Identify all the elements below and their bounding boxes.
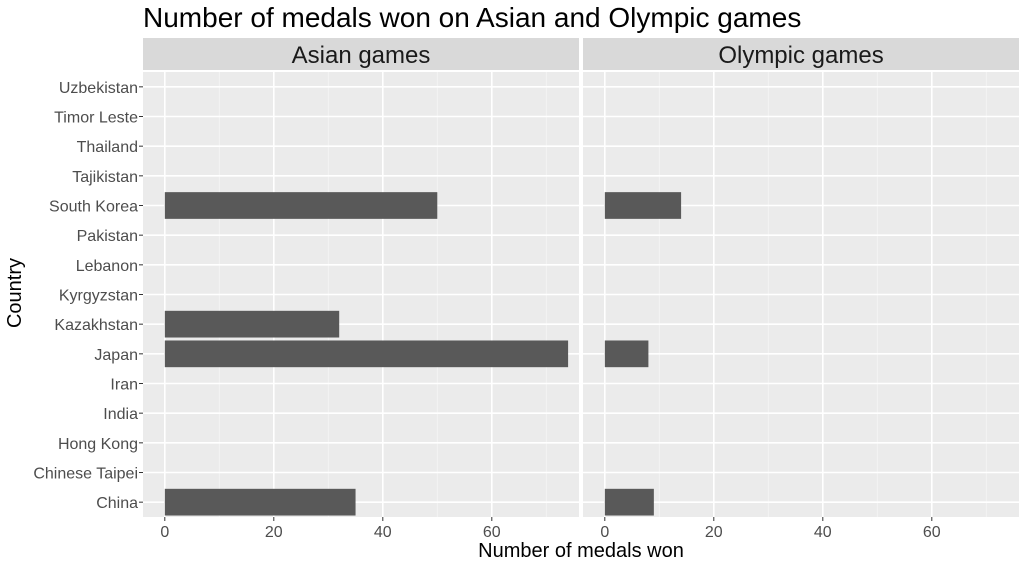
x-tick-label: 40 — [814, 524, 832, 541]
bar-asian-games-china — [164, 488, 356, 516]
y-tick-label-tajikistan: Tajikistan — [72, 169, 138, 186]
y-tick-label-iran: Iran — [110, 377, 138, 394]
y-tick-label-hong-kong: Hong Kong — [58, 436, 138, 453]
x-tick-label: 40 — [374, 524, 392, 541]
bar-olympic-games-china — [604, 488, 654, 516]
y-tick-label-uzbekistan: Uzbekistan — [59, 80, 138, 97]
y-tick-label-japan: Japan — [94, 347, 138, 364]
y-tick-label-pakistan: Pakistan — [77, 228, 138, 245]
x-tick-label: 60 — [483, 524, 501, 541]
bar-olympic-games-japan — [604, 340, 649, 368]
y-tick-label-timor-leste: Timor Leste — [54, 110, 138, 127]
chart-title: Number of medals won on Asian and Olympi… — [143, 2, 801, 33]
facet-label-asian-games: Asian games — [292, 42, 431, 69]
y-tick-label-kyrgyzstan: Kyrgyzstan — [59, 288, 138, 305]
y-axis-title: Country — [4, 258, 26, 328]
bar-asian-games-japan — [164, 340, 569, 368]
x-tick-label: 0 — [600, 524, 609, 541]
facet-strip-asian-games — [143, 38, 579, 70]
bar-asian-games-south-korea — [164, 192, 438, 219]
bar-asian-games-kazakhstan — [164, 310, 340, 338]
x-axis-title: Number of medals won — [478, 540, 684, 562]
y-tick-label-lebanon: Lebanon — [76, 258, 138, 275]
y-tick-label-kazakhstan: Kazakhstan — [54, 317, 138, 334]
y-tick-label-india: India — [103, 406, 138, 423]
plot-area: Asian games 0 20 40 60 Olympic games 0 20 40 60 Ch… — [33, 38, 1019, 541]
bar-olympic-games-south-korea — [604, 192, 682, 219]
x-tick-label: 20 — [265, 524, 283, 541]
facet-strip-olympic-games — [583, 38, 1019, 70]
y-tick-label-thailand: Thailand — [77, 139, 138, 156]
x-tick-label: 60 — [923, 524, 941, 541]
x-tick-label: 0 — [160, 524, 169, 541]
x-tick-label: 20 — [705, 524, 723, 541]
y-tick-label-chinese-taipei: Chinese Taipei — [33, 466, 138, 483]
facet-label-olympic-games: Olympic games — [718, 42, 883, 69]
y-tick-label-south-korea: South Korea — [49, 199, 138, 216]
y-tick-label-china: China — [96, 495, 138, 512]
